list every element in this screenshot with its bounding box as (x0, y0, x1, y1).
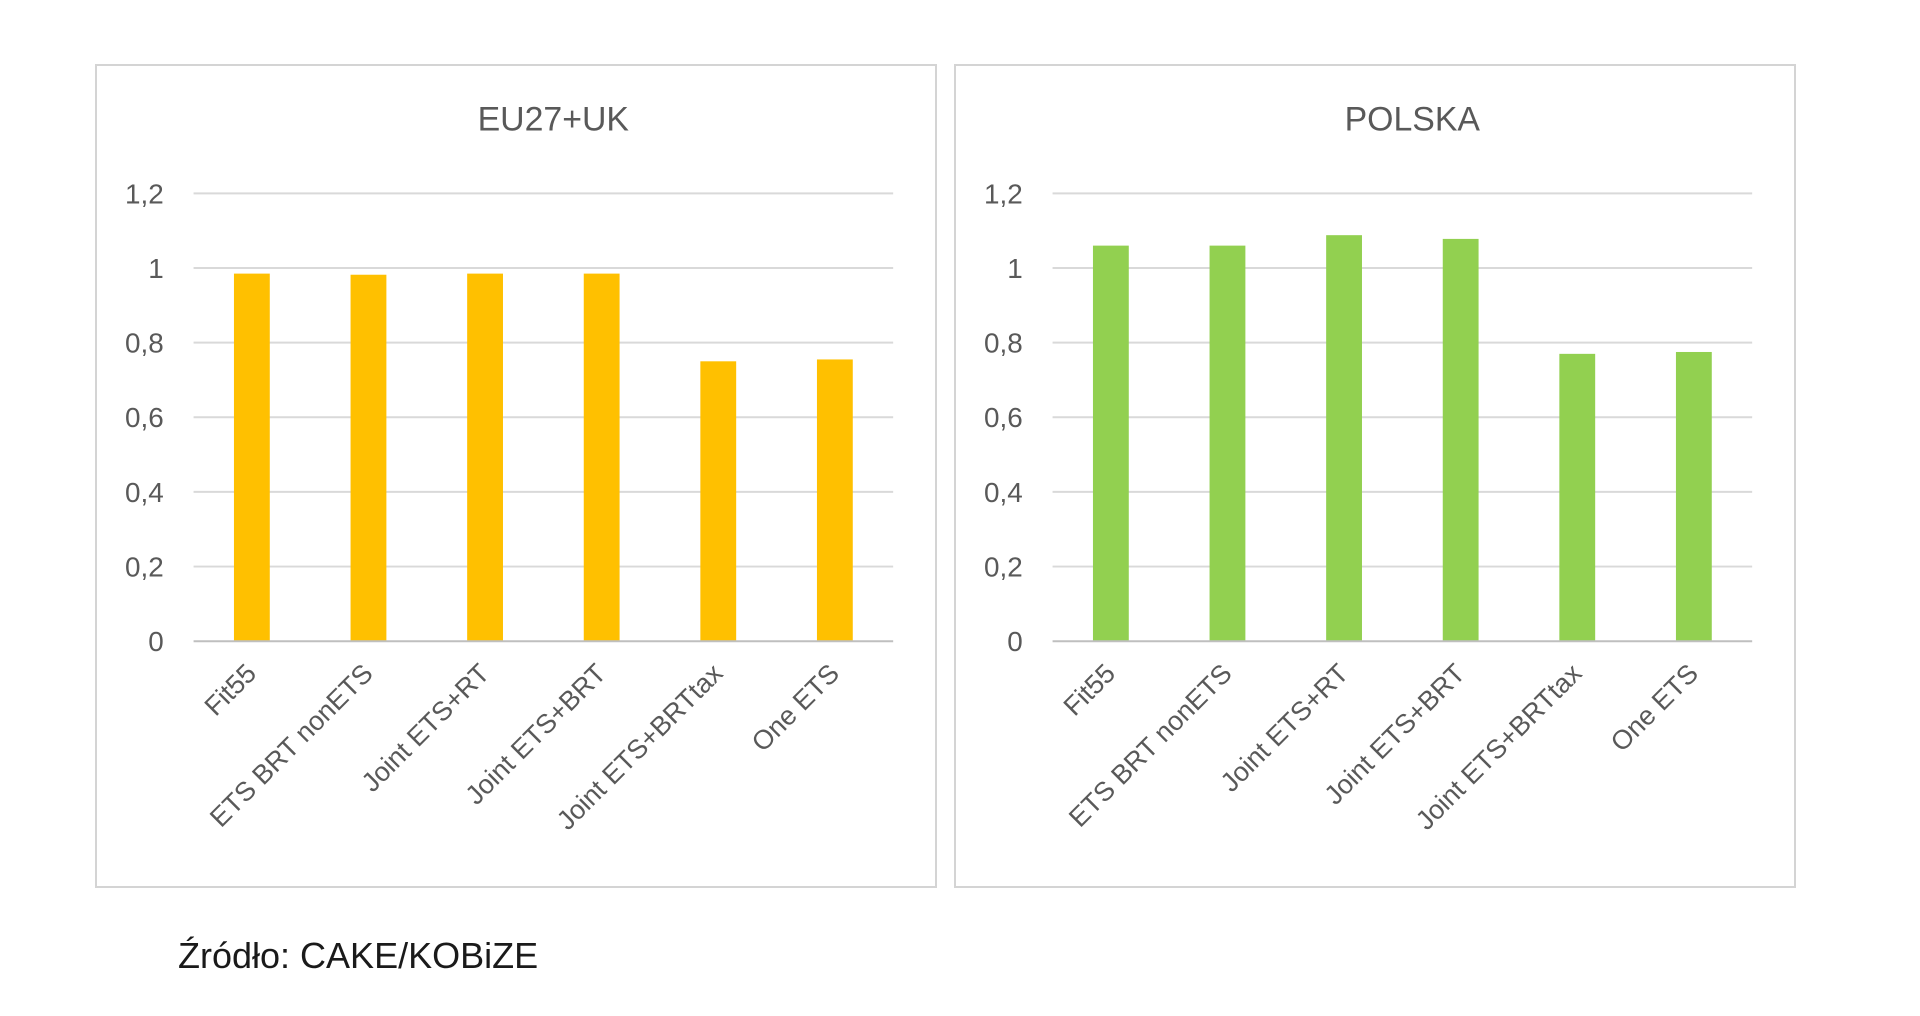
chart-title: EU27+UK (478, 101, 630, 139)
bar (1675, 351, 1712, 642)
source-note: Źródło: CAKE/KOBiZE (178, 935, 539, 976)
bar (816, 359, 853, 642)
x-tick-label: Fit55 (199, 658, 262, 721)
y-tick-label: 1 (148, 253, 164, 284)
y-tick-label: 0,6 (125, 402, 164, 433)
y-tick-label: 0 (1007, 626, 1023, 657)
y-tick-label: 0,8 (984, 328, 1023, 359)
x-tick-label: One ETS (746, 658, 845, 757)
bar (350, 274, 387, 642)
bar (467, 273, 503, 642)
bar (1092, 245, 1129, 642)
y-tick-label: 0,2 (984, 552, 1023, 583)
bar (1442, 238, 1479, 642)
y-tick-label: 0,6 (984, 402, 1023, 433)
x-tick-label: Fit55 (1058, 658, 1121, 721)
chart-panel-eu27-uk: EU27+UK 0 0,2 0,4 0,6 0,8 1 1,2 Fit55 ETS BRT non… (95, 64, 937, 888)
y-tick-label: 0 (148, 626, 164, 657)
y-tick-label: 1 (1007, 253, 1023, 284)
chart-title: POLSKA (1345, 101, 1481, 139)
bar (1559, 353, 1596, 642)
x-tick-label: One ETS (1605, 658, 1704, 757)
bar (1209, 245, 1246, 642)
y-tick-label: 0,4 (125, 477, 164, 508)
y-tick-label: 1,2 (125, 178, 164, 209)
bar (700, 361, 737, 642)
bar (583, 273, 620, 642)
y-tick-label: 1,2 (984, 178, 1023, 209)
y-tick-label: 0,4 (984, 477, 1023, 508)
chart-panel-polska: POLSKA 0 0,2 0,4 0,6 0,8 1 1,2 Fit55 ETS BRT nonE… (954, 64, 1796, 888)
bar (233, 273, 270, 642)
bar (1326, 235, 1362, 642)
y-tick-label: 0,8 (125, 328, 164, 359)
y-tick-label: 0,2 (125, 552, 164, 583)
